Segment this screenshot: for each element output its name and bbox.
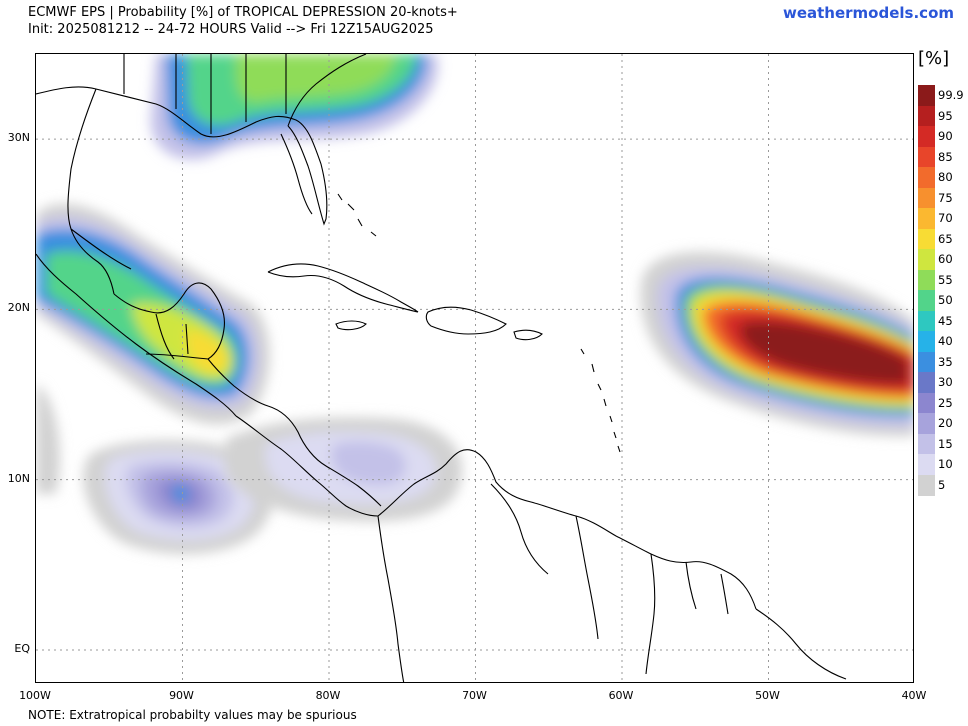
brand-link[interactable]: weathermodels.com [782,4,954,22]
legend-level-label: 5 [938,477,946,492]
legend-swatch [918,392,935,414]
legend-level-label: 99.9 [938,88,964,103]
legend-swatch [918,474,935,496]
coastlines [36,54,847,682]
map-canvas [36,54,913,682]
legend-swatch [918,167,935,188]
legend-swatch [918,126,935,147]
legend-swatch [918,351,935,373]
legend-swatch [918,290,935,311]
legend-level-label: 50 [938,293,953,308]
lon-tick-label: 50W [755,689,780,702]
legend-swatch [918,105,935,127]
lat-tick-label: 20N [7,301,30,315]
legend-level-label: 95 [938,108,953,123]
legend-level-label: 45 [938,313,953,328]
legend-level-label: 70 [938,211,953,226]
legend-level-label: 25 [938,395,953,410]
legend-level-label: 90 [938,129,953,144]
legend-level-label: 55 [938,272,953,287]
lon-tick-label: 100W [19,689,51,702]
legend-level-label: 40 [938,334,953,349]
atlantic-probability-area [640,251,913,437]
map-panel [35,53,914,683]
legend-swatch [918,228,935,250]
eastern-pacific-probability-area [83,439,274,555]
legend-swatch [918,454,935,475]
legend-level-label: 80 [938,170,953,185]
lat-tick-label: 30N [7,131,30,145]
legend-level-label: 60 [938,252,953,267]
lon-tick-label: 90W [169,689,194,702]
legend-level-label: 75 [938,190,953,205]
legend-swatch [918,249,935,270]
legend-level-label: 10 [938,457,953,472]
legend-level-label: 65 [938,231,953,246]
legend-unit: [%] [918,48,950,69]
legend-swatch [918,208,935,229]
legend-level-label: 15 [938,436,953,451]
lon-tick-label: 80W [315,689,341,702]
legend-swatch [918,433,935,455]
legend-swatch [918,269,935,291]
legend-swatch [918,310,935,332]
lon-tick-label: 60W [608,689,634,702]
footnote: NOTE: Extratropical probabilty values ma… [28,708,357,722]
map-subtitle: Init: 2025081212 -- 24-72 HOURS Valid --… [28,22,434,37]
lat-tick-label: 10N [7,471,30,485]
legend-swatch [918,331,935,352]
legend-swatch [918,85,935,106]
legend-swatch [918,413,935,434]
legend-level-label: 30 [938,375,953,390]
map-title: ECMWF EPS | Probability [%] of TROPICAL … [28,5,458,20]
legend-swatch [918,187,935,209]
legend-level-label: 35 [938,354,953,369]
legend-level-label: 20 [938,416,953,431]
us-southeast-probability-area [150,54,438,160]
legend-level-label: 85 [938,149,953,164]
legend-swatch [918,146,935,168]
lon-tick-label: 40W [901,689,927,702]
legend-swatch [918,372,935,393]
yucatan-probability-area [36,203,270,425]
lon-tick-label: 70W [462,689,487,702]
lat-lon-grid [36,54,913,682]
legend-color-scale [918,85,935,496]
lat-tick-label: EQ [14,641,30,655]
